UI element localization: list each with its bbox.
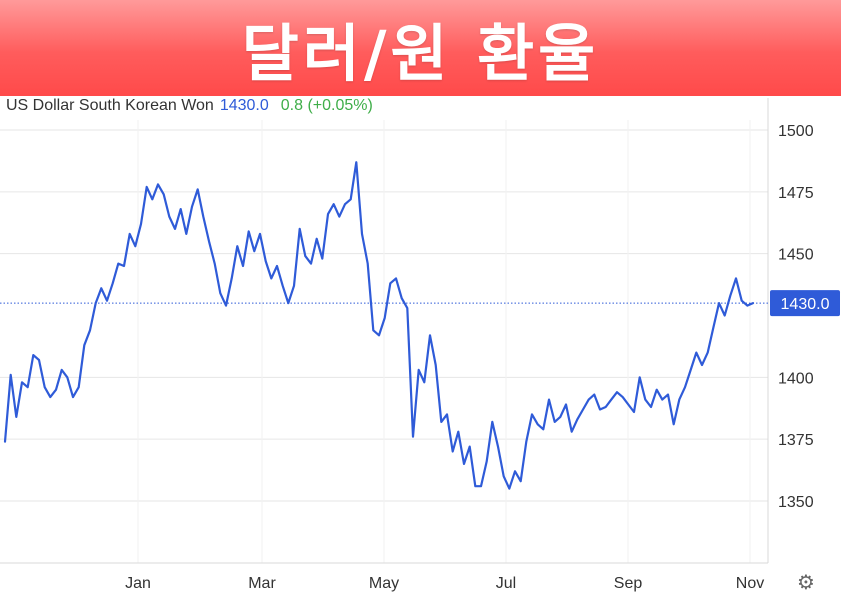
y-tick-label: 1500 [778,123,814,140]
y-tick-label: 1350 [778,494,814,511]
x-tick-label: Jan [125,575,151,592]
x-tick-label: Sep [614,575,643,592]
title-banner: 달러/원 환율 [0,0,841,96]
price-change: 0.8 (+0.05%) [280,97,373,114]
x-tick-label: Jul [496,575,516,592]
x-tick-label: Nov [736,575,764,592]
current-price: 1430.0 [219,97,269,114]
y-tick-label: 1400 [778,370,814,387]
gear-icon[interactable]: ⚙ [797,570,815,594]
y-tick-label: 1450 [778,247,814,264]
current-value-badge [770,290,840,317]
y-tick-label: 1375 [778,432,814,449]
usd-krw-series-line [3,161,755,490]
y-tick-label: 1475 [778,185,814,202]
instrument-name: US Dollar South Korean Won [6,97,214,114]
x-tick-label: Mar [248,575,276,592]
x-tick-label: May [369,575,399,592]
banner-title: 달러/원 환율 [241,17,600,90]
current-value-label: 1430.0 [781,296,830,313]
quote-header: US Dollar South Korean Won 1430.0 0.8 (+0.… [6,97,373,115]
